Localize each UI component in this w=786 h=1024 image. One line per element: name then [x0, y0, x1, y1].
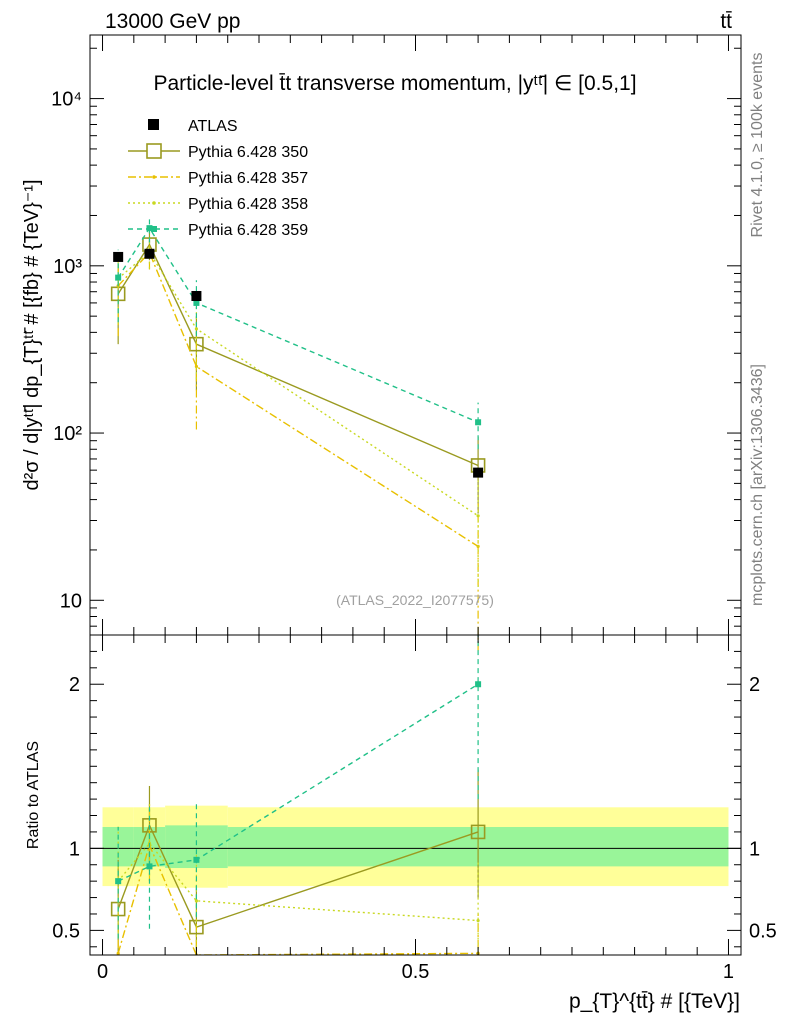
ratio-series — [110, 635, 486, 955]
ratio-tick-label-left: 0.5 — [52, 920, 80, 942]
ratio-tick-label-left: 1 — [69, 838, 80, 860]
legend-label: Pythia 6.428 350 — [188, 144, 308, 161]
series-point — [193, 299, 200, 306]
mcplots-label: mcplots.cern.ch [arXiv:1306.3436] — [749, 364, 766, 606]
series-line-3 — [117, 250, 479, 517]
y-tick-label: 10⁴ — [51, 89, 82, 111]
atlas-point — [144, 248, 155, 259]
ratio-point — [470, 824, 486, 840]
rivet-label: Rivet 4.1.0, ≥ 100k events — [749, 53, 766, 238]
atlas-point — [191, 290, 202, 301]
ratio-tick-label-right: 2 — [749, 674, 760, 696]
atlas-point — [473, 467, 484, 478]
legend-marker — [146, 143, 162, 159]
ratio-point — [193, 856, 200, 863]
ratio-tick-label-right: 0.5 — [749, 920, 777, 942]
legend-marker — [152, 201, 156, 205]
ratio-point — [115, 878, 122, 885]
ratio-point — [475, 681, 482, 688]
chart-title: Particle-level t̄t transverse momentum, … — [153, 72, 636, 95]
y-tick-label: 10² — [53, 423, 82, 445]
ratio-tick-label-right: 1 — [749, 838, 760, 860]
legend-label: Pythia 6.428 358 — [188, 196, 308, 213]
legend-marker — [152, 175, 156, 179]
main-series — [110, 219, 486, 651]
y-tick-label: 10³ — [53, 256, 82, 278]
legend-marker — [151, 226, 157, 232]
x-tick-label: 0.5 — [402, 961, 430, 983]
ratio-line-1 — [117, 823, 479, 928]
ratio-point — [476, 918, 480, 923]
series-point — [146, 225, 153, 232]
ratio-point — [116, 951, 120, 955]
legend-marker-atlas — [148, 119, 159, 130]
ratio-y-ticks: 0.5 0.5 1 1 2 2 — [52, 650, 777, 948]
atlas-point — [113, 251, 124, 262]
header-left: 13000 GeV pp — [105, 10, 240, 33]
analysis-tag: (ATLAS_2022_I2077575) — [336, 592, 494, 608]
y-axis-label: d²σ / d|yᵗᵗ̄| dp_{T}ᵗᵗ̄ # [{fb} # {TeV}⁻… — [21, 179, 43, 490]
series-line-2 — [117, 251, 479, 547]
ratio-point — [146, 863, 153, 870]
main-panel: 10 10² 10³ 10⁴ Particle-level t̄t transvers… — [51, 34, 742, 651]
series-point — [194, 364, 199, 369]
x-tick-label: 1 — [723, 961, 734, 983]
ratio-panel: 0.5 0.51 12 2 0 0.5 1 — [52, 35, 777, 983]
ratio-line-2 — [117, 842, 479, 955]
legend-label: Pythia 6.428 359 — [188, 222, 308, 239]
x-tick-label: 0 — [97, 961, 108, 983]
legend: ATLAS Pythia 6.428 350 Pythia 6.428 357 Pyt… — [128, 118, 308, 239]
series-line-1 — [117, 243, 479, 467]
main-y-ticks: 10 10² 10³ 10⁴ — [51, 47, 741, 627]
x-axis-label: p_{T}^{tt̄} # [{TeV}] — [569, 990, 740, 1013]
ratio-tick-label-left: 2 — [69, 674, 80, 696]
series-point — [194, 327, 199, 331]
atlas-data — [113, 248, 484, 478]
y-tick-label: 10 — [60, 590, 82, 612]
series-point — [115, 274, 122, 281]
header-right: tt̄ — [720, 10, 732, 33]
x-ticks: 0 0.5 1 — [97, 35, 734, 983]
ratio-point — [194, 899, 199, 903]
series-line-4 — [117, 226, 479, 423]
series-point — [476, 514, 480, 518]
series-point — [475, 419, 482, 426]
legend-label-atlas: ATLAS — [188, 118, 238, 135]
ratio-line-4 — [117, 683, 479, 882]
ratio-y-label: Ratio to ATLAS — [25, 741, 42, 849]
ratio-line-3 — [117, 842, 479, 922]
legend-label: Pythia 6.428 357 — [188, 170, 308, 187]
